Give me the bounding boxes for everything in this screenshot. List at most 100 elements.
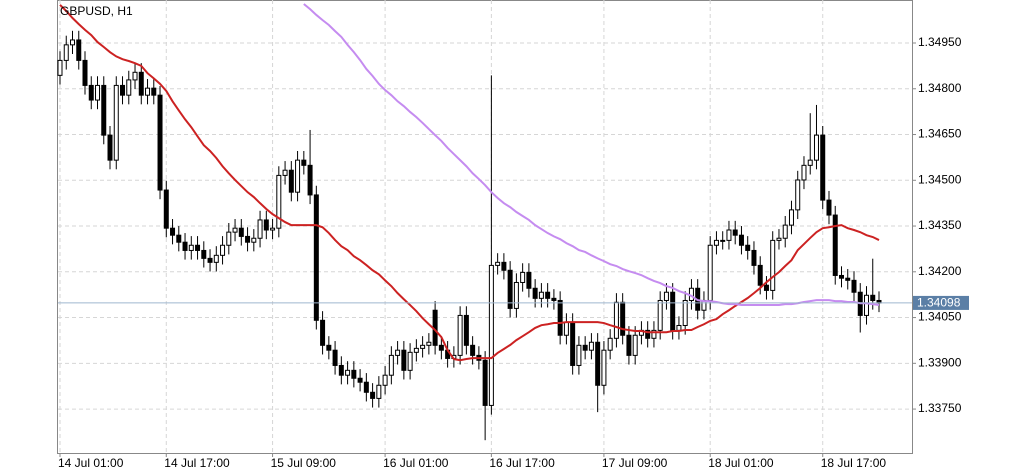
candle-body xyxy=(345,369,351,376)
candle-body xyxy=(682,299,688,326)
candle-body xyxy=(801,164,807,181)
candle-body xyxy=(201,249,207,259)
candle-body xyxy=(576,344,582,366)
candle-body xyxy=(513,281,519,309)
x-tick-label: 17 Jul 09:00 xyxy=(602,456,668,470)
candle-body xyxy=(851,279,857,293)
candle-body xyxy=(707,244,713,301)
candle-body xyxy=(626,334,632,356)
candle-body xyxy=(295,159,301,193)
candle-body xyxy=(495,261,501,266)
candle-body xyxy=(713,239,719,246)
candle-body xyxy=(338,364,344,376)
candle-body xyxy=(151,87,157,96)
candle-body xyxy=(645,329,651,339)
candle-body xyxy=(63,44,69,61)
x-tick-label: 15 Jul 09:00 xyxy=(271,456,337,470)
candle-body xyxy=(376,384,382,399)
candle-body xyxy=(182,241,188,251)
candle-body xyxy=(395,349,401,356)
candle-body xyxy=(326,344,332,351)
x-tick-label: 14 Jul 01:00 xyxy=(58,456,124,470)
candle-body xyxy=(132,71,138,81)
candle-body xyxy=(313,194,319,321)
candle-body xyxy=(226,231,232,246)
candle-body xyxy=(732,229,738,236)
x-tick-label: 16 Jul 01:00 xyxy=(383,456,449,470)
candle-body xyxy=(307,164,313,196)
candle-body xyxy=(195,244,201,251)
candle-body xyxy=(438,344,444,351)
candle-body xyxy=(720,239,726,242)
candle-body xyxy=(601,349,607,386)
candle-body xyxy=(276,174,282,229)
candle-body xyxy=(538,291,544,299)
candle-body xyxy=(745,244,751,251)
x-tick-label: 14 Jul 17:00 xyxy=(164,456,230,470)
candle-body xyxy=(282,169,288,176)
candle-body xyxy=(107,134,113,161)
candle-body xyxy=(838,274,844,279)
marks xyxy=(57,3,882,441)
candle-body xyxy=(807,159,813,166)
candle-body xyxy=(470,344,476,356)
candle-body xyxy=(457,314,463,356)
candle-body xyxy=(413,347,419,353)
candle-body xyxy=(95,84,101,101)
candle-body xyxy=(157,94,163,191)
candle-body xyxy=(163,189,169,229)
candle-body xyxy=(420,344,426,349)
candle-body xyxy=(607,337,613,351)
candle-body xyxy=(332,349,338,366)
candle-body xyxy=(176,234,182,243)
candle-body xyxy=(363,381,369,393)
candle-body xyxy=(401,349,407,371)
candle-body xyxy=(82,59,88,86)
candle-body xyxy=(245,235,251,243)
candle-body xyxy=(726,229,732,241)
candle-body xyxy=(70,39,76,46)
candle-body xyxy=(388,354,394,376)
candle-body xyxy=(557,299,563,336)
candle-body xyxy=(795,179,801,211)
candle-body xyxy=(207,257,213,263)
candle-body xyxy=(545,291,551,299)
candle-body xyxy=(820,134,826,201)
candle-body xyxy=(257,219,263,239)
candle-body xyxy=(563,321,569,336)
candle-body xyxy=(520,271,526,283)
candle-body xyxy=(813,134,819,161)
candle-body xyxy=(588,341,594,351)
candle-body xyxy=(232,227,238,233)
candle-body xyxy=(270,227,276,231)
candle-body xyxy=(251,237,257,243)
candle-body xyxy=(138,71,144,96)
candle-body xyxy=(113,84,119,161)
candle-body xyxy=(826,199,832,216)
y-tick-label: 1.33900 xyxy=(918,355,962,369)
candle-body xyxy=(526,271,532,289)
candle-body xyxy=(357,377,363,383)
x-tick-label: 18 Jul 17:00 xyxy=(821,456,887,470)
candle-body xyxy=(845,277,851,281)
candle-body xyxy=(651,329,657,339)
candle-body xyxy=(351,369,357,379)
candle-body xyxy=(188,244,194,251)
candle-body xyxy=(770,239,776,291)
candle-body xyxy=(751,249,757,266)
y-tick-label: 1.34650 xyxy=(918,127,962,141)
x-tick-label: 18 Jul 01:00 xyxy=(708,456,774,470)
candle-body xyxy=(532,287,538,299)
candle-body xyxy=(263,219,269,231)
candle-body xyxy=(613,301,619,339)
candle-body xyxy=(426,341,432,346)
candle-body xyxy=(463,314,469,346)
candle-body xyxy=(170,227,176,236)
price-tag xyxy=(913,295,969,310)
candle-body xyxy=(145,87,151,96)
candle-body xyxy=(76,39,82,61)
y-tick-label: 1.34200 xyxy=(918,264,962,278)
ma-line xyxy=(59,4,880,362)
candle-body xyxy=(776,237,782,241)
